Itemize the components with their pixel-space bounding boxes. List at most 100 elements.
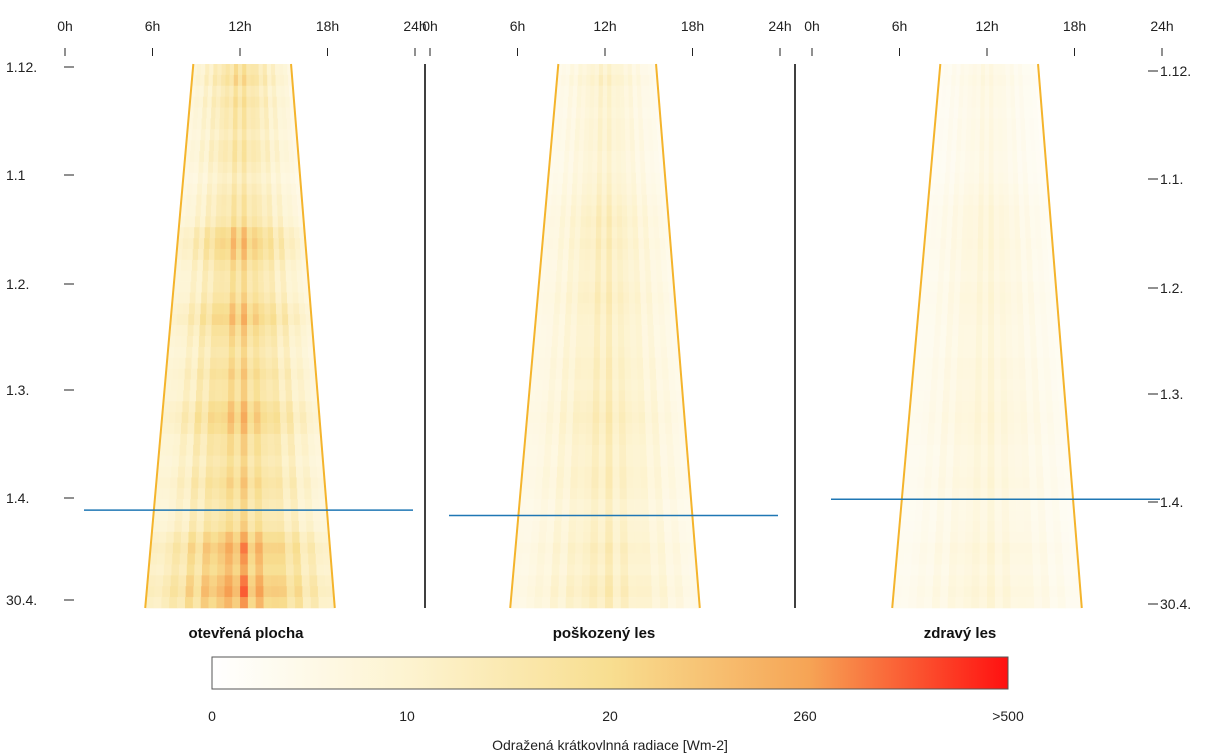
heatmap-cell	[595, 248, 602, 261]
heatmap-cell	[295, 336, 302, 348]
heatmap-cell	[202, 542, 211, 554]
heatmap-cell	[672, 433, 680, 446]
heatmap-cell	[900, 597, 909, 609]
heatmap-cell	[627, 227, 634, 239]
heatmap-cell	[606, 107, 612, 119]
heatmap-cell	[952, 64, 957, 76]
heatmap-cell	[201, 564, 210, 576]
heatmap-cell	[977, 227, 984, 239]
heatmap-cell	[935, 412, 943, 424]
heatmap-cell	[169, 401, 177, 413]
heatmap-cell	[313, 423, 321, 435]
heatmap-cell	[300, 238, 306, 250]
heatmap-cell	[927, 346, 934, 359]
heatmap-cell	[952, 314, 960, 326]
heatmap-cell	[656, 520, 665, 533]
heatmap-cell	[552, 423, 560, 435]
heatmap-cell	[620, 118, 626, 130]
heatmap-cell	[233, 444, 241, 456]
heatmap-cell	[640, 488, 649, 500]
heatmap-cell	[651, 292, 659, 304]
heatmap-cell	[950, 520, 959, 533]
heatmap-cell	[246, 140, 252, 152]
heatmap-cell	[190, 368, 198, 380]
heatmap-cell	[518, 597, 527, 609]
heatmap-cell	[271, 183, 277, 195]
heatmap-cell	[653, 455, 661, 467]
heatmap-cell	[994, 564, 1003, 576]
heatmap-cell	[1054, 542, 1063, 554]
heatmap-cell	[984, 96, 990, 108]
heatmap-cell	[919, 368, 926, 380]
heatmap-cell	[177, 379, 185, 391]
heatmap-cell	[556, 477, 564, 489]
heatmap-cell	[640, 64, 645, 76]
heatmap-cell	[317, 477, 326, 489]
heatmap-cell	[971, 281, 978, 293]
heatmap-cell	[181, 325, 188, 337]
heatmap-cell	[920, 346, 928, 359]
heatmap-cell	[993, 216, 1000, 228]
heatmap-cell	[955, 161, 961, 174]
heatmap-cell	[1029, 466, 1037, 478]
heatmap-cell	[543, 292, 550, 304]
heatmap-cell	[954, 183, 960, 195]
heatmap-cell	[1015, 107, 1021, 119]
heatmap-cell	[590, 520, 599, 533]
heatmap-cell	[288, 325, 295, 337]
heatmap-cell	[198, 248, 204, 261]
heatmap-cell	[1001, 499, 1010, 511]
heatmap-cell	[1040, 412, 1048, 424]
heatmap-cell	[202, 259, 209, 272]
heatmap-cell	[947, 303, 954, 315]
heatmap-cell	[277, 336, 284, 348]
heatmap-cell	[927, 205, 933, 217]
heatmap-cell	[1015, 466, 1023, 478]
heatmap-cell	[965, 520, 973, 533]
heatmap-cell	[655, 107, 661, 119]
heatmap-cell	[290, 107, 296, 119]
heatmap-cell	[269, 140, 275, 152]
heatmap-cell	[948, 401, 956, 413]
heatmap-cell	[301, 575, 310, 587]
heatmap-cell	[305, 314, 312, 326]
heatmap-cell	[894, 575, 903, 587]
heatmap-cell	[580, 216, 587, 228]
heatmap-cell	[550, 270, 557, 282]
heatmap-cell	[948, 575, 957, 587]
heatmap-cell	[921, 270, 928, 282]
heatmap-cell	[988, 281, 995, 293]
heatmap-cell	[241, 183, 247, 195]
heatmap-cell	[1041, 586, 1050, 598]
heatmap-cell	[1018, 586, 1027, 598]
heatmap-cell	[994, 346, 1001, 359]
heatmap-cell	[607, 64, 612, 76]
heatmap-cell	[1001, 444, 1009, 456]
heatmap-cell	[255, 553, 264, 565]
heatmap-cell	[1051, 488, 1059, 500]
heatmap-cell	[1004, 248, 1011, 261]
heatmap-cell	[307, 423, 315, 435]
heatmap-cell	[293, 564, 302, 576]
heatmap-cell	[605, 412, 613, 424]
heatmap-cell	[158, 531, 167, 544]
heatmap-cell	[236, 238, 242, 250]
heatmap-cell	[1008, 466, 1016, 478]
heatmap-cell	[952, 466, 961, 478]
heatmap-cell	[978, 205, 984, 217]
heatmap-cell	[616, 172, 622, 184]
heatmap-cell	[233, 74, 239, 87]
heatmap-cell	[290, 368, 298, 380]
heatmap-cell	[272, 216, 279, 228]
heatmap-cell	[681, 564, 690, 576]
heatmap-cell	[183, 488, 192, 500]
heatmap-cell	[1002, 151, 1009, 163]
heatmap-cell	[923, 488, 931, 500]
heatmap-cell	[655, 368, 663, 380]
heatmap-cell	[1023, 499, 1031, 511]
heatmap-cell	[966, 129, 971, 141]
heatmap-cell	[240, 564, 249, 576]
heatmap-cell	[164, 379, 172, 391]
heatmap-cell	[978, 172, 985, 184]
heatmap-cell	[554, 390, 562, 402]
